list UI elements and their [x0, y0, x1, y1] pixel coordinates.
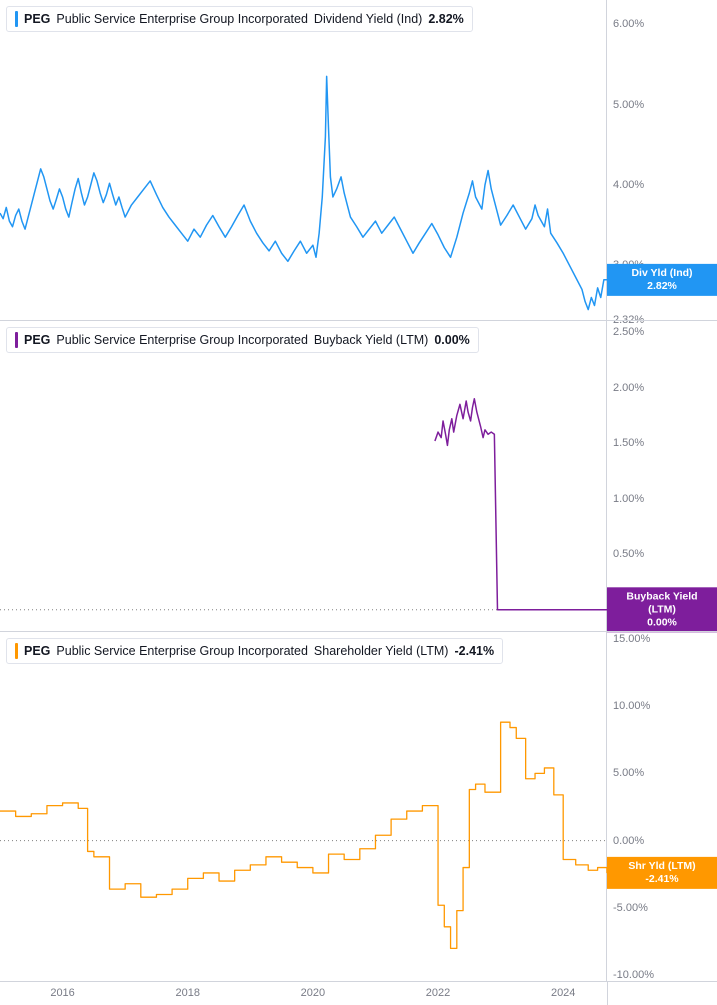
legend[interactable]: PEG Public Service Enterprise Group Incor…: [6, 327, 479, 353]
series-line: [0, 722, 607, 948]
legend-ticker: PEG: [24, 644, 50, 658]
current-value-badge: Shr Yld (LTM)-2.41%: [607, 857, 717, 889]
series-line: [435, 399, 607, 610]
badge-label: Shr Yld (LTM): [613, 860, 711, 873]
y-tick-label: 4.00%: [613, 179, 644, 191]
x-tick-label: 2018: [175, 987, 199, 999]
chart-panel-buyback-yield[interactable]: 0.00% 0.50% 1.00% 1.50% 2.00% 2.50% Buyback Yi…: [0, 320, 717, 631]
chart-panel-shareholder-yield[interactable]: -10.00% -5.00% 0.00% 5.00% 10.00% 15.00% Shr Y…: [0, 631, 717, 981]
y-tick-label: 1.00%: [613, 493, 644, 505]
legend-ticker: PEG: [24, 333, 50, 347]
multi-panel-chart: 2.32%3.00%4.00%5.00%6.00%Div Yld (Ind)2.…: [0, 0, 717, 1005]
y-tick-label: -5.00%: [613, 902, 648, 914]
plot-area[interactable]: [0, 321, 607, 631]
y-axis[interactable]: -10.00% -5.00% 0.00% 5.00% 10.00% 15.00% Shr Y…: [607, 632, 717, 981]
x-tick-label: 2022: [426, 987, 450, 999]
chart-panel-div-yield[interactable]: 2.32%3.00%4.00%5.00%6.00%Div Yld (Ind)2.…: [0, 0, 717, 320]
legend-company: Public Service Enterprise Group Incorpor…: [56, 333, 308, 347]
current-value-badge: Div Yld (Ind)2.82%: [607, 264, 717, 296]
legend-ticker: PEG: [24, 12, 50, 26]
axis-corner: [607, 981, 717, 1005]
legend-value: -2.41%: [454, 644, 494, 658]
y-tick-label: 2.00%: [613, 382, 644, 394]
badge-value: 2.82%: [613, 280, 711, 293]
y-tick-label: 5.00%: [613, 767, 644, 779]
current-value-badge: Buyback Yield (LTM)0.00%: [607, 587, 717, 632]
legend-color-swatch: [15, 643, 18, 659]
x-tick-label: 2016: [50, 987, 74, 999]
y-tick-label: -10.00%: [613, 969, 654, 981]
legend-color-swatch: [15, 332, 18, 348]
y-tick-label: 10.00%: [613, 700, 650, 712]
legend-metric: Dividend Yield (Ind): [314, 12, 422, 26]
y-tick-label: 1.50%: [613, 437, 644, 449]
legend-metric: Shareholder Yield (LTM): [314, 644, 449, 658]
x-tick-label: 2020: [301, 987, 325, 999]
legend-value: 0.00%: [434, 333, 469, 347]
badge-label: Div Yld (Ind): [613, 267, 711, 280]
y-tick-label: 6.00%: [613, 18, 644, 30]
legend-metric: Buyback Yield (LTM): [314, 333, 428, 347]
y-tick-label: 0.50%: [613, 548, 644, 560]
legend-company: Public Service Enterprise Group Incorpor…: [56, 644, 308, 658]
legend-color-swatch: [15, 11, 18, 27]
series-line: [0, 76, 607, 309]
legend-company: Public Service Enterprise Group Incorpor…: [56, 12, 308, 26]
plot-area[interactable]: [0, 632, 607, 981]
y-tick-label: 5.00%: [613, 99, 644, 111]
y-axis[interactable]: 2.32%3.00%4.00%5.00%6.00%Div Yld (Ind)2.…: [607, 0, 717, 320]
y-tick-label: 15.00%: [613, 633, 650, 645]
badge-value: 0.00%: [613, 616, 711, 629]
legend[interactable]: PEG Public Service Enterprise Group Incor…: [6, 6, 473, 32]
x-axis[interactable]: 2016 2018 2020 2022 2024: [0, 981, 607, 1005]
plot-area[interactable]: [0, 0, 607, 320]
badge-value: -2.41%: [613, 873, 711, 886]
y-tick-label: 2.50%: [613, 326, 644, 338]
y-axis[interactable]: 0.00% 0.50% 1.00% 1.50% 2.00% 2.50% Buyback Yi…: [607, 321, 717, 631]
badge-label: Buyback Yield (LTM): [613, 590, 711, 616]
legend-value: 2.82%: [428, 12, 463, 26]
legend[interactable]: PEG Public Service Enterprise Group Incor…: [6, 638, 503, 664]
y-tick-label: 0.00%: [613, 835, 644, 847]
x-tick-label: 2024: [551, 987, 575, 999]
